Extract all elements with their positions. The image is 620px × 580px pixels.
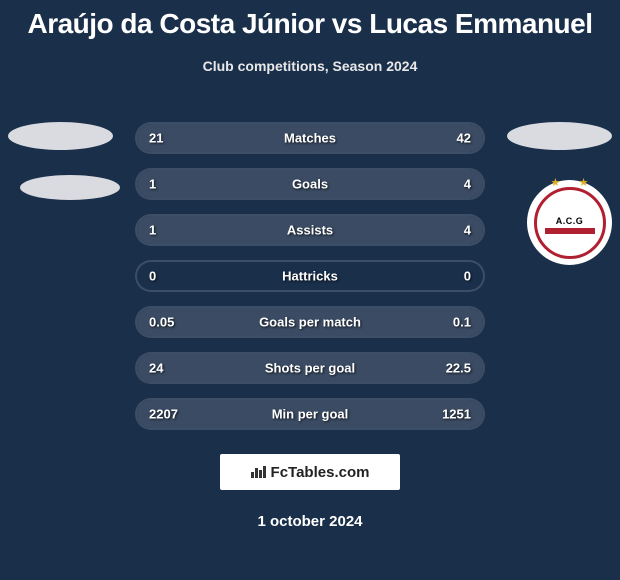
- bar-chart-icon: [251, 464, 267, 481]
- footer-brand-text: FcTables.com: [271, 464, 370, 481]
- subtitle: Club competitions, Season 2024: [0, 58, 620, 74]
- bar-left-fill: [137, 124, 251, 152]
- bar-right-fill: [317, 354, 483, 382]
- bar-right-fill: [358, 400, 483, 428]
- bar-right-fill: [251, 124, 483, 152]
- club-badge-stripe: [545, 228, 595, 234]
- date-text: 1 october 2024: [0, 513, 620, 530]
- bar-right-fill: [206, 216, 483, 244]
- comparison-row: 14Assists: [135, 214, 485, 246]
- star-icon: ★ ★: [550, 176, 588, 189]
- bar-right-fill: [251, 308, 483, 336]
- value-left: 0: [149, 269, 156, 284]
- value-right: 0: [464, 269, 471, 284]
- comparison-row: 2422.5Shots per goal: [135, 352, 485, 384]
- comparison-row: 22071251Min per goal: [135, 398, 485, 430]
- left-player-placeholder-1: [8, 122, 113, 150]
- comparison-row: 0 0Hattricks: [135, 260, 485, 292]
- comparison-chart: 2142Matches 14Goals 14Assists 0 0Hattricks 0.…: [135, 122, 485, 444]
- comparison-row: 0.050.1Goals per match: [135, 306, 485, 338]
- bar-right-fill: [206, 170, 483, 198]
- comparison-row: 14Goals: [135, 168, 485, 200]
- footer-brand-box: FcTables.com: [220, 454, 400, 490]
- bar-left-fill: [137, 354, 317, 382]
- bar-left-fill: [137, 170, 206, 198]
- bar-label: Hattricks: [137, 269, 483, 284]
- club-badge-inner: ★ ★ A.C.G: [534, 187, 606, 259]
- left-player-placeholder-2: [20, 175, 120, 200]
- club-badge-text: A.C.G: [556, 216, 584, 226]
- bar-left-fill: [137, 216, 206, 244]
- club-badge: ★ ★ A.C.G: [527, 180, 612, 265]
- bar-left-fill: [137, 400, 358, 428]
- right-player-placeholder-1: [507, 122, 612, 150]
- comparison-row: 2142Matches: [135, 122, 485, 154]
- page-title: Araújo da Costa Júnior vs Lucas Emmanuel: [0, 0, 620, 40]
- bar-left-fill: [137, 308, 251, 336]
